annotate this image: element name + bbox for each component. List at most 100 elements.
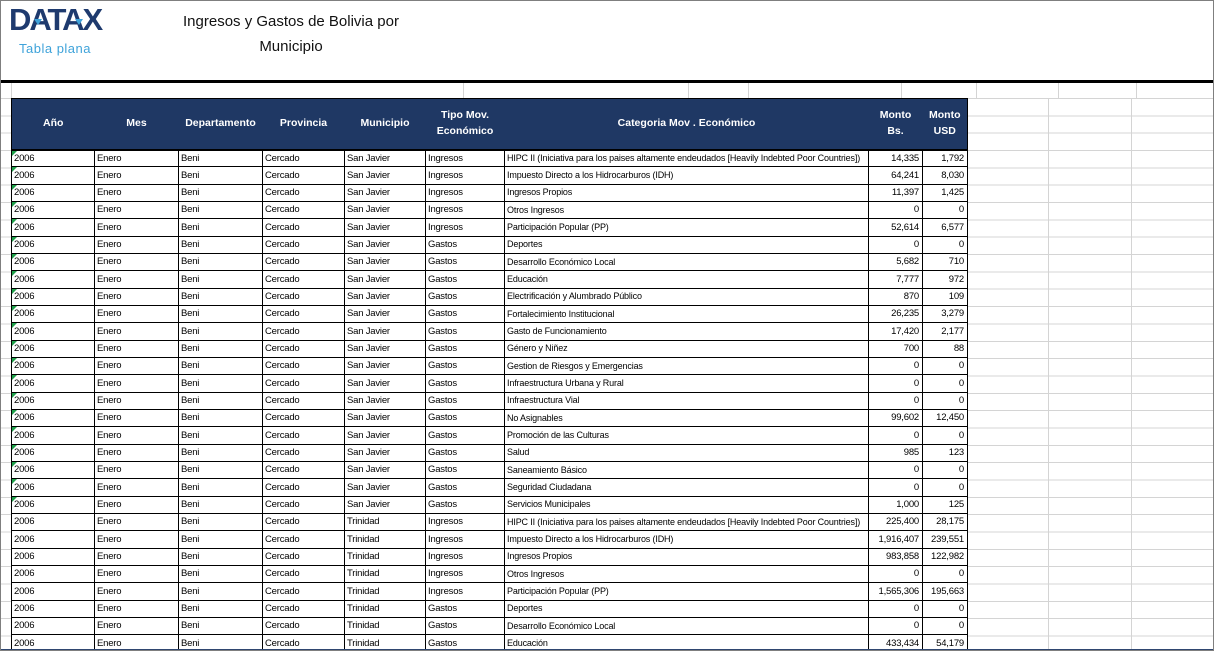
cell-tipo[interactable]: Gastos	[425, 478, 505, 497]
cell-municipio[interactable]: San Javier	[344, 148, 426, 168]
cell-tipo[interactable]: Gastos	[425, 339, 505, 358]
cell-monto_bs[interactable]: 64,241	[868, 166, 923, 185]
cell-anio[interactable]: 2006	[11, 547, 95, 566]
cell-monto_bs[interactable]: 0	[868, 616, 923, 636]
cell-categoria[interactable]: Seguridad Ciudadana	[504, 478, 869, 497]
cell-tipo[interactable]: Gastos	[425, 460, 505, 480]
cell-monto_usd[interactable]: 0	[922, 235, 968, 254]
cell-mes[interactable]: Enero	[94, 287, 179, 306]
cell-monto_usd[interactable]: 8,030	[922, 166, 968, 185]
cell-monto_bs[interactable]: 0	[868, 356, 923, 376]
cell-anio[interactable]: 2006	[11, 599, 95, 618]
cell-provincia[interactable]: Cercado	[262, 270, 345, 289]
cell-municipio[interactable]: Trinidad	[344, 564, 426, 584]
cell-provincia[interactable]: Cercado	[262, 478, 345, 497]
cell-monto_usd[interactable]: 972	[922, 270, 968, 289]
cell-tipo[interactable]: Gastos	[425, 356, 505, 376]
cell-monto_usd[interactable]: 0	[922, 599, 968, 618]
cell-departamento[interactable]: Beni	[178, 218, 263, 237]
cell-departamento[interactable]: Beni	[178, 200, 263, 220]
cell-municipio[interactable]: San Javier	[344, 339, 426, 358]
cell-departamento[interactable]: Beni	[178, 616, 263, 636]
cell-monto_bs[interactable]: 225,400	[868, 512, 923, 532]
cell-tipo[interactable]: Gastos	[425, 270, 505, 289]
cell-municipio[interactable]: San Javier	[344, 287, 426, 306]
cell-monto_bs[interactable]: 26,235	[868, 304, 923, 324]
cell-municipio[interactable]: San Javier	[344, 200, 426, 220]
cell-mes[interactable]: Enero	[94, 391, 179, 410]
cell-categoria[interactable]: Infraestructura Urbana y Rural	[504, 374, 869, 393]
cell-monto_usd[interactable]: 0	[922, 374, 968, 393]
cell-monto_usd[interactable]: 28,175	[922, 512, 968, 532]
cell-anio[interactable]: 2006	[11, 443, 95, 462]
cell-mes[interactable]: Enero	[94, 304, 179, 324]
cell-municipio[interactable]: San Javier	[344, 391, 426, 410]
cell-provincia[interactable]: Cercado	[262, 339, 345, 358]
cell-monto_bs[interactable]: 1,565,306	[868, 582, 923, 601]
cell-monto_usd[interactable]: 195,663	[922, 582, 968, 601]
cell-provincia[interactable]: Cercado	[262, 148, 345, 168]
cell-mes[interactable]: Enero	[94, 200, 179, 220]
cell-departamento[interactable]: Beni	[178, 148, 263, 168]
cell-provincia[interactable]: Cercado	[262, 322, 345, 341]
cell-mes[interactable]: Enero	[94, 426, 179, 445]
cell-provincia[interactable]: Cercado	[262, 460, 345, 480]
cell-provincia[interactable]: Cercado	[262, 547, 345, 566]
cell-tipo[interactable]: Ingresos	[425, 512, 505, 532]
cell-municipio[interactable]: San Javier	[344, 183, 426, 202]
cell-departamento[interactable]: Beni	[178, 235, 263, 254]
cell-anio[interactable]: 2006	[11, 391, 95, 410]
cell-categoria[interactable]: Ingresos Propios	[504, 547, 869, 566]
cell-departamento[interactable]: Beni	[178, 374, 263, 393]
cell-departamento[interactable]: Beni	[178, 408, 263, 428]
cell-departamento[interactable]: Beni	[178, 460, 263, 480]
cell-tipo[interactable]: Gastos	[425, 426, 505, 445]
cell-provincia[interactable]: Cercado	[262, 200, 345, 220]
cell-monto_usd[interactable]: 2,177	[922, 322, 968, 341]
cell-tipo[interactable]: Ingresos	[425, 166, 505, 185]
cell-categoria[interactable]: Servicios Municipales	[504, 495, 869, 514]
cell-anio[interactable]: 2006	[11, 235, 95, 254]
cell-categoria[interactable]: Gasto de Funcionamiento	[504, 322, 869, 341]
cell-provincia[interactable]: Cercado	[262, 530, 345, 549]
cell-monto_bs[interactable]: 700	[868, 339, 923, 358]
cell-monto_usd[interactable]: 88	[922, 339, 968, 358]
cell-monto_bs[interactable]: 1,000	[868, 495, 923, 514]
cell-tipo[interactable]: Gastos	[425, 495, 505, 514]
cell-monto_usd[interactable]: 0	[922, 426, 968, 445]
cell-mes[interactable]: Enero	[94, 183, 179, 202]
cell-monto_usd[interactable]: 54,179	[922, 634, 968, 650]
cell-tipo[interactable]: Gastos	[425, 616, 505, 636]
cell-municipio[interactable]: San Javier	[344, 252, 426, 272]
cell-provincia[interactable]: Cercado	[262, 616, 345, 636]
cell-municipio[interactable]: San Javier	[344, 460, 426, 480]
cell-monto_usd[interactable]: 0	[922, 391, 968, 410]
cell-anio[interactable]: 2006	[11, 460, 95, 480]
cell-mes[interactable]: Enero	[94, 235, 179, 254]
cell-municipio[interactable]: Trinidad	[344, 582, 426, 601]
cell-provincia[interactable]: Cercado	[262, 408, 345, 428]
cell-anio[interactable]: 2006	[11, 200, 95, 220]
cell-mes[interactable]: Enero	[94, 478, 179, 497]
cell-anio[interactable]: 2006	[11, 426, 95, 445]
cell-tipo[interactable]: Ingresos	[425, 183, 505, 202]
cell-monto_bs[interactable]: 0	[868, 235, 923, 254]
cell-provincia[interactable]: Cercado	[262, 599, 345, 618]
cell-provincia[interactable]: Cercado	[262, 564, 345, 584]
cell-mes[interactable]: Enero	[94, 356, 179, 376]
cell-anio[interactable]: 2006	[11, 356, 95, 376]
cell-anio[interactable]: 2006	[11, 252, 95, 272]
column-header-mes[interactable]: Mes	[94, 98, 179, 151]
cell-anio[interactable]: 2006	[11, 148, 95, 168]
cell-mes[interactable]: Enero	[94, 322, 179, 341]
cell-mes[interactable]: Enero	[94, 270, 179, 289]
cell-anio[interactable]: 2006	[11, 408, 95, 428]
cell-municipio[interactable]: Trinidad	[344, 512, 426, 532]
cell-categoria[interactable]: Saneamiento Básico	[504, 460, 869, 480]
cell-monto_bs[interactable]: 0	[868, 391, 923, 410]
cell-departamento[interactable]: Beni	[178, 304, 263, 324]
cell-provincia[interactable]: Cercado	[262, 426, 345, 445]
cell-anio[interactable]: 2006	[11, 304, 95, 324]
cell-monto_usd[interactable]: 3,279	[922, 304, 968, 324]
cell-provincia[interactable]: Cercado	[262, 304, 345, 324]
